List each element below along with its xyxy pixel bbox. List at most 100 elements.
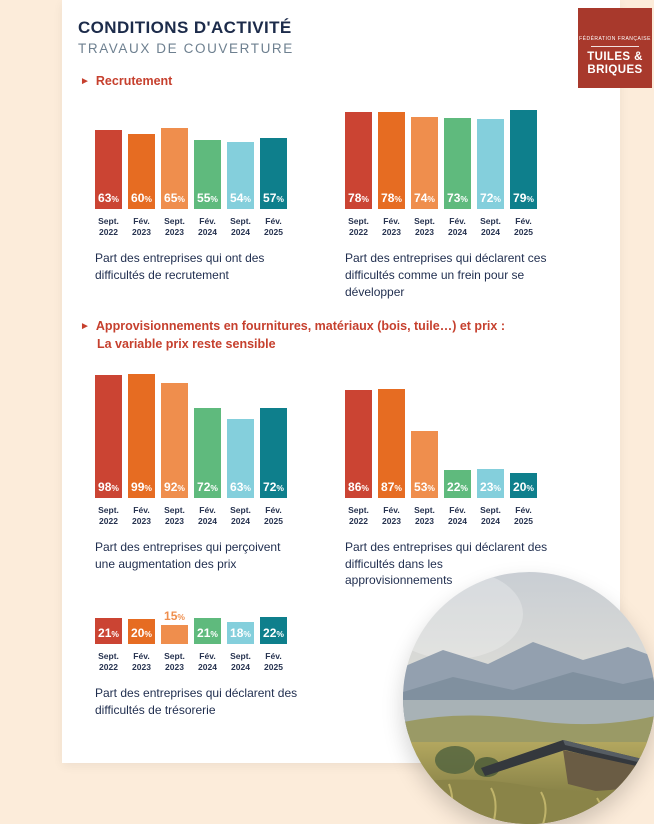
chart-row-approvisionnements: 98% Sept. 2022 99% Fév. 2023 92% Sept. 2023 72% Fé…: [95, 367, 620, 589]
bar-column: 65% Sept. 2023: [161, 127, 188, 238]
category-label: Sept. 2023: [164, 216, 185, 238]
bar-column: 74% Sept. 2023: [411, 116, 438, 239]
chart-caption: Part des entreprises qui déclarent ces d…: [345, 251, 547, 299]
bar-column: 22% Fév. 2024: [444, 470, 471, 527]
bar: 20%: [128, 619, 155, 645]
category-label: Fév. 2023: [132, 651, 151, 673]
bar-column: 18% Sept. 2024: [227, 621, 254, 674]
category-label: Fév. 2024: [198, 504, 217, 526]
category-label: Sept. 2022: [98, 651, 119, 673]
bar: 63%: [227, 418, 254, 498]
bar: 87%: [378, 388, 405, 498]
category-label: Sept. 2022: [98, 216, 119, 238]
category-label: Fév. 2025: [514, 504, 533, 526]
chart-caption: Part des entreprises qui ont des difficu…: [95, 251, 265, 282]
bar-column: 15% Sept. 2023: [161, 610, 188, 673]
bar: 53%: [411, 431, 438, 498]
bar-plot: 78% Sept. 2022 78% Fév. 2023 74% Sept. 2023 73% Fé…: [345, 104, 545, 238]
category-label: Fév. 2024: [198, 216, 217, 238]
logo-name-line1: TUILES &: [587, 50, 643, 63]
bar-column: 86% Sept. 2022: [345, 390, 372, 527]
chart-difficultes-tresorerie: 21% Sept. 2022 20% Fév. 2023 15% Sept. 2023 21% Fé…: [95, 603, 297, 719]
value-label: 60%: [131, 191, 152, 206]
bar: 57%: [260, 137, 287, 210]
category-label: Fév. 2023: [382, 216, 401, 238]
bar: 73%: [444, 117, 471, 210]
bar: 63%: [95, 130, 122, 210]
chart-difficultes-recrutement: 63% Sept. 2022 60% Fév. 2023 65% Sept. 2023 55% Fé…: [95, 104, 295, 300]
value-label: 72%: [263, 479, 284, 494]
bar: 21%: [194, 617, 221, 645]
bar-column: 53% Sept. 2023: [411, 431, 438, 526]
category-label: Sept. 2022: [348, 504, 369, 526]
category-label: Fév. 2025: [264, 504, 283, 526]
value-label: 87%: [381, 479, 402, 494]
section-recrutement-title: Recrutement: [95, 74, 173, 88]
bar: 23%: [477, 468, 504, 498]
triangle-bullet-icon: ►: [80, 320, 90, 332]
section-approvisionnements-title-line1: Approvisionnements en fournitures, matér…: [95, 318, 505, 333]
category-label: Sept. 2024: [230, 504, 251, 526]
bar-column: 78% Sept. 2022: [345, 111, 372, 239]
bar-column: 57% Fév. 2025: [260, 137, 287, 238]
value-label: 21%: [98, 626, 119, 641]
bar-column: 73% Fév. 2024: [444, 117, 471, 238]
bar-column: 98% Sept. 2022: [95, 375, 122, 527]
category-label: Fév. 2024: [198, 651, 217, 673]
value-label: 72%: [197, 479, 218, 494]
bar: 79%: [510, 110, 537, 210]
chart-caption: Part des entreprises qui déclarent des d…: [345, 539, 548, 588]
chart-caption: Part des entreprises qui déclarent des d…: [95, 686, 298, 717]
category-label: Sept. 2023: [414, 504, 435, 526]
bar: 54%: [227, 141, 254, 210]
value-label: 86%: [348, 479, 369, 494]
value-label: 63%: [98, 191, 119, 206]
logo-divider: [591, 45, 639, 47]
brand-logo: FÉDÉRATION FRANÇAISE TUILES & BRIQUES: [578, 8, 652, 88]
category-label: Fév. 2025: [264, 651, 283, 673]
bar-column: 55% Fév. 2024: [194, 140, 221, 238]
bar: 72%: [477, 119, 504, 210]
chart-row-recrutement: 63% Sept. 2022 60% Fév. 2023 65% Sept. 2023 55% Fé…: [95, 104, 620, 300]
value-label: 20%: [513, 479, 534, 494]
category-label: Sept. 2023: [164, 651, 185, 673]
bar: 74%: [411, 116, 438, 210]
category-label: Fév. 2025: [264, 216, 283, 238]
bar-column: 21% Sept. 2022: [95, 617, 122, 673]
value-label: 63%: [230, 479, 251, 494]
bar-column: 72% Sept. 2024: [477, 119, 504, 238]
value-label: 15%: [164, 609, 185, 624]
bar-column: 22% Fév. 2025: [260, 616, 287, 674]
value-label: 74%: [414, 191, 435, 206]
value-label: 55%: [197, 191, 218, 206]
bar-plot: 21% Sept. 2022 20% Fév. 2023 15% Sept. 2023 21% Fé…: [95, 603, 295, 673]
value-label: 65%: [164, 191, 185, 206]
category-label: Sept. 2024: [230, 216, 251, 238]
bar: [161, 625, 188, 645]
value-label: 18%: [230, 626, 251, 641]
bar-column: 63% Sept. 2022: [95, 130, 122, 238]
bar: 18%: [227, 621, 254, 645]
section-approvisionnements-header: ► Approvisionnements en fournitures, maté…: [80, 317, 620, 353]
category-label: Fév. 2024: [448, 504, 467, 526]
bar: 20%: [510, 472, 537, 498]
landscape-illustration: [403, 572, 654, 824]
bar-column: 21% Fév. 2024: [194, 617, 221, 673]
bar-column: 87% Fév. 2023: [378, 388, 405, 527]
chart-frein-developpement: 78% Sept. 2022 78% Fév. 2023 74% Sept. 2023 73% Fé…: [345, 104, 546, 300]
value-label: 54%: [230, 191, 251, 206]
bar-column: 72% Fév. 2025: [260, 407, 287, 527]
chart-difficultes-approvisionnements: 86% Sept. 2022 87% Fév. 2023 53% Sept. 2023 22% Fé…: [345, 367, 547, 589]
category-label: Fév. 2024: [448, 216, 467, 238]
section-approvisionnements-title-line2: La variable prix reste sensible: [97, 336, 276, 351]
value-label: 78%: [381, 191, 402, 206]
bar-column: 78% Fév. 2023: [378, 111, 405, 239]
category-label: Sept. 2024: [480, 216, 501, 238]
value-label: 78%: [348, 191, 369, 206]
bar: 98%: [95, 375, 122, 498]
logo-org-text: FÉDÉRATION FRANÇAISE: [579, 35, 651, 42]
bar: 60%: [128, 134, 155, 210]
category-label: Sept. 2024: [480, 504, 501, 526]
bar: 55%: [194, 140, 221, 210]
value-label: 72%: [480, 191, 501, 206]
